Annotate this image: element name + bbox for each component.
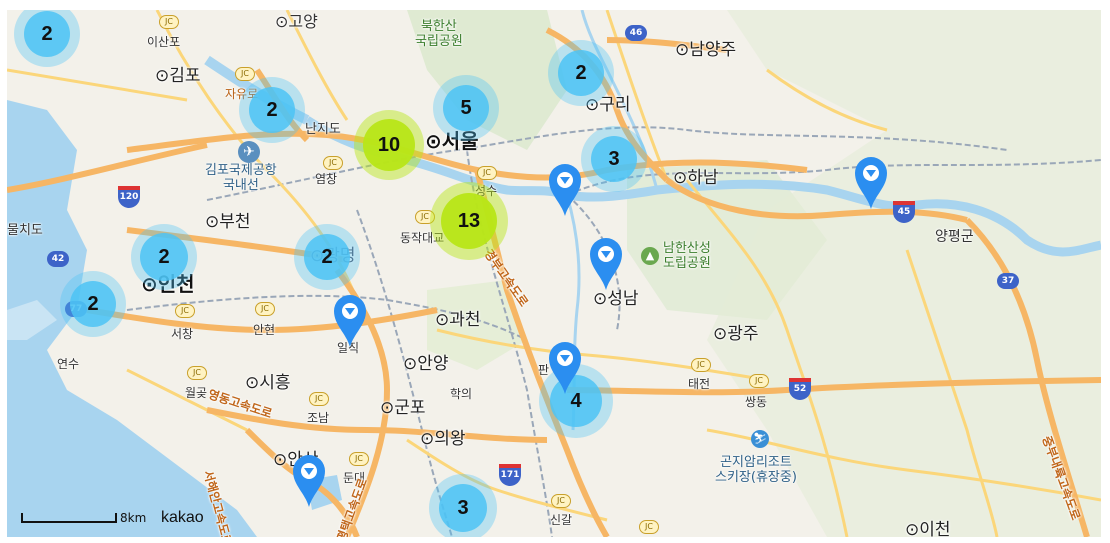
label-isanpo: 이산포 <box>147 35 181 49</box>
kakao-logo[interactable]: kakao <box>161 509 204 526</box>
map-pin-icon[interactable] <box>291 453 327 509</box>
marker-cluster-count: 5 <box>443 85 489 131</box>
map-pin-icon[interactable] <box>547 162 583 218</box>
map-pin-icon[interactable] <box>588 236 624 292</box>
label-yeonsu: 연수 <box>57 357 80 371</box>
label-dongjak: 동작대교 <box>400 231 445 245</box>
marker-cluster[interactable]: 2 <box>131 224 197 290</box>
scale-bar <box>21 513 117 523</box>
junction-icon: JC <box>187 366 207 380</box>
label-gwangju: ⊙광주 <box>713 324 759 344</box>
marker-cluster-count: 2 <box>24 11 70 57</box>
route-37-shield: 37 <box>997 273 1019 289</box>
label-wolgot: 월곶 <box>185 386 208 400</box>
junction-icon: JC <box>235 67 255 81</box>
map-pin-icon[interactable] <box>547 340 583 396</box>
map-canvas[interactable]: ⊙고양 이산포 ⊙김포 자유로 난지도 ⊙서울 북한산 국립공원 ⊙남양주 ⊙구… <box>7 10 1101 537</box>
route-52-shield: 52 <box>789 378 811 400</box>
label-hakui: 학의 <box>450 387 473 401</box>
label-icheon: ⊙이천 <box>905 520 951 538</box>
junction-icon: JC <box>415 210 435 224</box>
junction-icon: JC <box>477 166 497 180</box>
label-dundae: 둔대 <box>343 471 366 485</box>
map-basemap <box>7 10 1101 537</box>
scale-label: 8km <box>120 511 147 525</box>
label-goyang: ⊙고양 <box>275 12 318 31</box>
label-bucheon: ⊙부천 <box>205 212 251 232</box>
label-seongnam: ⊙성남 <box>593 289 639 309</box>
ski-resort-icon: ⛷ <box>751 430 769 448</box>
label-namhansanseong: 남한산성 도립공원 <box>663 241 711 271</box>
label-seochang: 서창 <box>171 327 194 341</box>
junction-icon: JC <box>349 452 369 466</box>
label-bukhansan: 북한산 국립공원 <box>415 19 463 49</box>
label-gwacheon: ⊙과천 <box>435 310 481 330</box>
marker-cluster[interactable]: 2 <box>14 10 80 67</box>
label-gimpo: ⊙김포 <box>155 66 201 86</box>
marker-cluster[interactable]: 2 <box>239 77 305 143</box>
marker-cluster-count: 2 <box>140 233 188 281</box>
junction-icon: JC <box>309 392 329 406</box>
marker-cluster[interactable]: 2 <box>548 40 614 106</box>
label-guri: ⊙구리 <box>585 95 631 115</box>
marker-cluster-count: 2 <box>304 234 350 280</box>
label-jonam: 조남 <box>307 411 330 425</box>
label-nanjido: 난지도 <box>305 122 341 137</box>
marker-cluster[interactable]: 5 <box>433 75 499 141</box>
marker-cluster-count: 2 <box>558 50 604 96</box>
map-pin-icon[interactable] <box>332 293 368 349</box>
marker-cluster-count: 3 <box>591 136 637 182</box>
junction-icon: JC <box>255 302 275 316</box>
junction-icon: JC <box>159 15 179 29</box>
label-siheung: ⊙시흥 <box>245 373 291 393</box>
marker-cluster-count: 10 <box>363 119 415 171</box>
label-ssangdong: 쌍동 <box>745 395 768 409</box>
label-uiwang: ⊙의왕 <box>420 429 466 449</box>
label-seoul: ⊙서울 <box>425 129 479 153</box>
marker-cluster-count: 4 <box>550 375 602 427</box>
marker-cluster[interactable]: 4 <box>539 364 613 438</box>
junction-icon: JC <box>175 304 195 318</box>
marker-cluster-count: 2 <box>70 281 116 327</box>
marker-cluster[interactable]: 2 <box>294 224 360 290</box>
airport-icon: ✈ <box>238 141 260 163</box>
route-46-shield: 46 <box>625 25 647 41</box>
label-jayuro: 자유로 <box>225 87 259 101</box>
label-hanam: ⊙하남 <box>673 168 719 188</box>
marker-cluster[interactable]: 3 <box>581 126 647 192</box>
route-120-shield: 120 <box>118 186 140 208</box>
junction-icon: JC <box>749 374 769 388</box>
junction-icon: JC <box>551 494 571 508</box>
junction-icon: JC <box>639 520 659 534</box>
marker-cluster-count: 2 <box>249 87 295 133</box>
junction-icon: JC <box>323 156 343 170</box>
label-anhyeon: 안현 <box>253 323 276 337</box>
label-gunpo: ⊙군포 <box>380 398 426 418</box>
marker-cluster-count: 13 <box>441 193 497 249</box>
label-singal: 신갈 <box>550 513 573 527</box>
label-pan: 판 <box>538 363 550 377</box>
label-ilji: 일직 <box>337 341 360 355</box>
label-mulchido: 물치도 <box>7 223 43 238</box>
marker-cluster[interactable]: 3 <box>429 474 497 537</box>
label-taejeon: 태전 <box>688 377 711 391</box>
route-45-shield: 45 <box>893 201 915 223</box>
label-seongsu: 성수 <box>475 184 498 198</box>
label-yeomchang: 염창 <box>315 172 338 186</box>
map-pin-icon[interactable] <box>853 155 889 211</box>
route-42-shield: 42 <box>47 251 69 267</box>
label-yangpyeong: 양평군 <box>935 229 974 245</box>
marker-cluster[interactable]: 2 <box>60 271 126 337</box>
park-icon: ▲ <box>641 247 659 265</box>
marker-cluster[interactable]: 10 <box>354 110 424 180</box>
marker-cluster-count: 3 <box>439 484 487 532</box>
label-namyangju: ⊙남양주 <box>675 40 737 60</box>
junction-icon: JC <box>691 358 711 372</box>
label-anyang: ⊙안양 <box>403 354 449 374</box>
marker-cluster[interactable]: 13 <box>430 182 508 260</box>
label-gonjiam: 곤지암리조트 스키장(휴장중) <box>715 455 797 485</box>
route-171-shield: 171 <box>499 464 521 486</box>
label-gimpo-airport: 김포국제공항 국내선 <box>205 163 277 193</box>
